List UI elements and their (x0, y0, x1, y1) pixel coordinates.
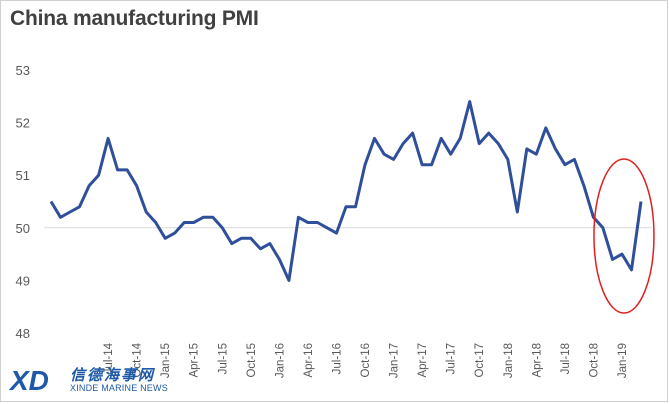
x-tick-label: Jul-17 (446, 343, 458, 374)
highlight-circle (593, 158, 655, 314)
watermark: XD 信德海事网 XINDE MARINE NEWS (8, 364, 208, 398)
x-tick-label: Oct-16 (360, 343, 372, 378)
y-tick-label: 51 (16, 168, 30, 183)
x-tick-label: Apr-17 (417, 343, 429, 378)
x-tick-label: Jan-16 (274, 343, 286, 378)
logo-text: XD (8, 365, 49, 396)
x-tick-label: Jan-15 (160, 343, 172, 378)
x-tick-label: Jul-18 (560, 343, 572, 374)
x-tick-label: Apr-16 (303, 343, 315, 378)
x-tick-label: Apr-18 (531, 343, 543, 378)
x-axis: Jul-14 Oct-14 Jan-15 Apr-15 Jul-15 Oct-15 Jan-… (103, 342, 629, 378)
x-tick-label: Jan-19 (617, 343, 629, 378)
chart-title: China manufacturing PMI (10, 7, 259, 30)
x-tick-label: Apr-15 (189, 343, 201, 378)
y-tick-label: 53 (16, 63, 30, 78)
series-layer (49, 100, 643, 282)
x-tick-label: Jul-16 (331, 343, 343, 374)
y-tick-label: 50 (16, 221, 30, 236)
pmi-series-line (49, 100, 643, 282)
y-tick-label: 48 (16, 326, 30, 341)
x-tick-label: Jan-17 (389, 343, 401, 378)
y-tick-label: 49 (16, 273, 30, 288)
x-tick-label: Jul-14 (103, 342, 115, 374)
x-tick-label: Oct-18 (588, 343, 600, 378)
y-axis: 48 49 50 51 52 53 (16, 63, 30, 341)
watermark-chinese-name: 信德海事网 (70, 366, 156, 384)
y-tick-label: 52 (16, 116, 30, 131)
x-tick-label: Oct-17 (474, 343, 486, 378)
x-tick-label: Jul-15 (217, 343, 229, 374)
x-tick-label: Jan-18 (503, 343, 515, 378)
x-tick-label: Oct-15 (246, 343, 258, 378)
x-tick-label: Oct-14 (132, 342, 144, 377)
xinde-logo-icon: XD (8, 365, 49, 396)
watermark-english-name: XINDE MARINE NEWS (70, 383, 168, 393)
